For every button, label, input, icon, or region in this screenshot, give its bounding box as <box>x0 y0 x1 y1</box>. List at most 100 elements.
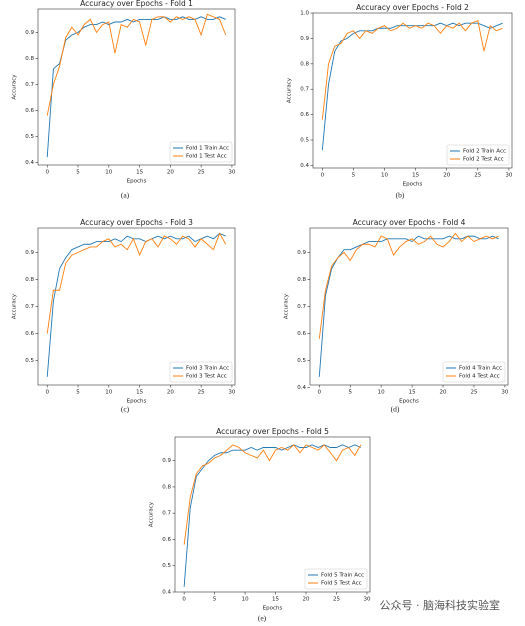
legend-label: Fold 4 Test Acc <box>459 374 500 380</box>
y-tick-label: 0.6 <box>300 112 309 118</box>
y-tick-label: 0.7 <box>297 304 306 310</box>
plot-frame <box>174 436 371 593</box>
y-axis-label: Accuracy <box>284 293 290 319</box>
x-tick-label: 0 <box>45 170 49 176</box>
chart-title: Accuracy over Epochs - Fold 4 <box>353 218 466 227</box>
x-tick-label: 15 <box>409 390 416 396</box>
chart-title: Accuracy over Epochs - Fold 3 <box>80 218 193 227</box>
x-tick-label: 0 <box>318 390 322 396</box>
y-tick-label: 0.5 <box>297 358 306 364</box>
y-tick-label: 0.6 <box>25 331 34 337</box>
legend-box <box>442 361 506 383</box>
y-tick-label: 0.8 <box>162 484 171 490</box>
plot-frame <box>312 12 513 169</box>
y-tick-label: 0.4 <box>297 385 306 391</box>
x-tick-label: 25 <box>333 597 340 603</box>
x-tick-label: 30 <box>363 597 370 603</box>
x-tick-label: 0 <box>321 173 325 179</box>
legend-box <box>304 568 368 590</box>
y-tick-label: 0.5 <box>25 358 34 364</box>
series-line <box>321 22 503 151</box>
x-tick-label: 30 <box>505 173 512 179</box>
legend-label: Fold 4 Train Acc <box>459 366 502 372</box>
y-axis-label: Accuracy <box>12 74 18 100</box>
series-line <box>183 444 362 545</box>
x-tick-label: 15 <box>272 597 279 603</box>
x-axis-label: Epochs <box>399 399 419 405</box>
x-tick-label: 5 <box>352 173 356 179</box>
legend-label: Fold 5 Test Acc <box>321 581 362 587</box>
y-tick-label: 0.5 <box>25 134 34 140</box>
y-tick-label: 0.4 <box>300 163 309 169</box>
legend-label: Fold 2 Train Acc <box>463 149 506 155</box>
x-tick-label: 5 <box>348 390 352 396</box>
x-tick-label: 10 <box>105 170 112 176</box>
y-tick-label: 0.5 <box>162 563 171 569</box>
y-tick-label: 0.8 <box>297 277 306 283</box>
series-line <box>46 13 227 116</box>
legend-label: Fold 2 Test Acc <box>463 157 504 163</box>
series-line <box>183 444 362 587</box>
y-tick-label: 0.6 <box>297 331 306 337</box>
x-tick-label: 10 <box>242 597 249 603</box>
x-tick-label: 25 <box>198 170 205 176</box>
y-tick-label: 0.7 <box>25 304 34 310</box>
series-line <box>318 232 499 340</box>
x-tick-label: 20 <box>443 173 450 179</box>
x-tick-label: 30 <box>228 170 235 176</box>
y-axis-label: Accuracy <box>149 501 155 527</box>
y-tick-label: 0.9 <box>25 30 34 36</box>
y-axis-label: Accuracy <box>287 77 293 103</box>
caption: (e) <box>258 614 267 623</box>
y-tick-label: 0.7 <box>300 87 309 93</box>
caption: (a) <box>121 191 130 200</box>
y-tick-label: 0.9 <box>300 36 309 42</box>
legend-box <box>446 144 510 166</box>
x-tick-label: 25 <box>470 390 477 396</box>
series-line <box>46 16 226 158</box>
x-tick-label: 10 <box>378 390 385 396</box>
x-tick-label: 5 <box>76 170 80 176</box>
y-tick-label: 0.9 <box>25 250 34 256</box>
plot-frame <box>37 227 236 386</box>
series-line <box>46 232 226 377</box>
chart-title: Accuracy over Epochs - Fold 2 <box>356 3 469 12</box>
x-tick-label: 0 <box>182 597 186 603</box>
series-line <box>318 235 499 377</box>
legend-label: Fold 3 Train Acc <box>186 366 229 372</box>
y-tick-label: 0.8 <box>25 277 34 283</box>
legend-box <box>169 361 233 383</box>
plot-frame <box>37 8 236 166</box>
x-tick-label: 20 <box>167 390 174 396</box>
x-axis-label: Epochs <box>127 399 147 405</box>
legend-label: Fold 1 Train Acc <box>186 146 229 152</box>
caption: (c) <box>121 405 130 414</box>
x-tick-label: 20 <box>167 170 174 176</box>
caption: (d) <box>391 405 400 414</box>
y-tick-label: 0.9 <box>297 250 306 256</box>
x-tick-label: 10 <box>381 173 388 179</box>
x-tick-label: 20 <box>440 390 447 396</box>
x-tick-label: 0 <box>45 390 49 396</box>
y-tick-label: 0.4 <box>162 590 171 596</box>
x-axis-label: Epochs <box>403 182 423 188</box>
legend-label: Fold 5 Train Acc <box>321 573 364 579</box>
x-tick-label: 20 <box>303 597 310 603</box>
chart-title: Accuracy over Epochs - Fold 5 <box>216 427 329 436</box>
series-line <box>321 19 503 120</box>
y-tick-label: 0.4 <box>25 160 34 166</box>
series-line <box>46 232 227 334</box>
y-tick-label: 0.8 <box>300 61 309 67</box>
x-tick-label: 5 <box>76 390 80 396</box>
x-tick-label: 10 <box>105 390 112 396</box>
y-tick-label: 0.7 <box>162 511 171 517</box>
y-tick-label: 0.5 <box>300 138 309 144</box>
y-tick-label: 0.6 <box>25 108 34 114</box>
x-tick-label: 25 <box>198 390 205 396</box>
x-axis-label: Epochs <box>127 179 147 185</box>
y-axis-label: Accuracy <box>12 293 18 319</box>
x-tick-label: 25 <box>474 173 481 179</box>
x-tick-label: 30 <box>228 390 235 396</box>
y-tick-label: 0.6 <box>162 537 171 543</box>
